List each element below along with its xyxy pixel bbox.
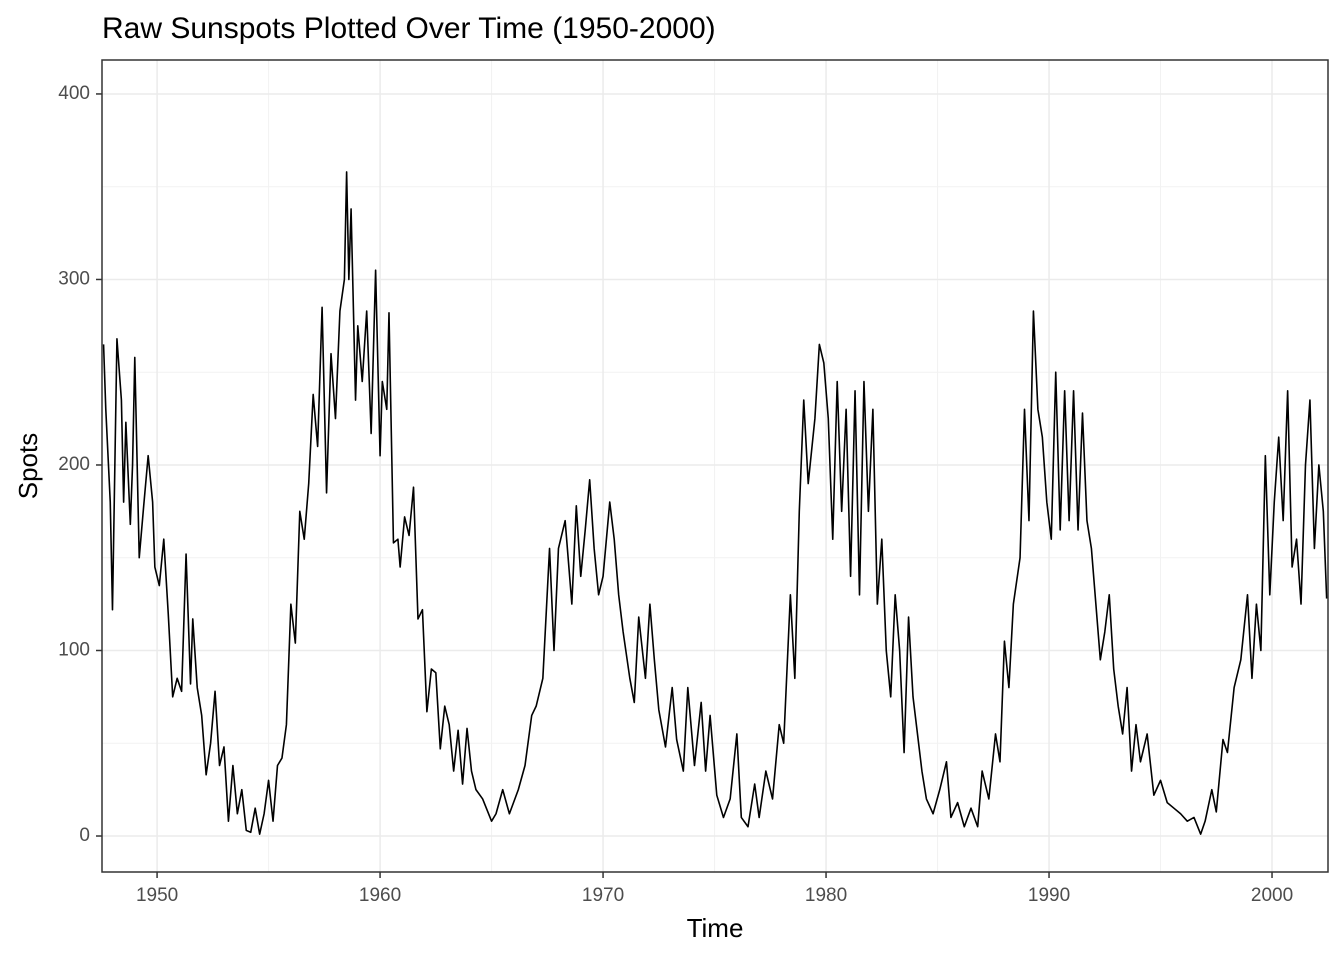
x-tick-label: 1960 (359, 885, 401, 906)
y-tick-label: 100 (58, 640, 90, 661)
series-line (102, 171, 1328, 835)
x-tick-label: 1980 (805, 885, 847, 906)
chart-title: Raw Sunspots Plotted Over Time (1950-200… (102, 12, 716, 45)
x-axis-label: Time (687, 913, 744, 943)
y-tick-label: 0 (79, 825, 90, 846)
y-tick-label: 300 (58, 268, 90, 289)
x-tick-label: 1970 (582, 885, 624, 906)
x-tick-label: 1950 (136, 885, 178, 906)
y-tick-label: 400 (58, 83, 90, 104)
x-tick-label: 2000 (1251, 885, 1293, 906)
y-tick-label: 200 (58, 454, 90, 475)
panel-border (101, 59, 1329, 873)
y-axis-label: Spots (13, 433, 43, 500)
x-tick-label: 1990 (1028, 885, 1070, 906)
